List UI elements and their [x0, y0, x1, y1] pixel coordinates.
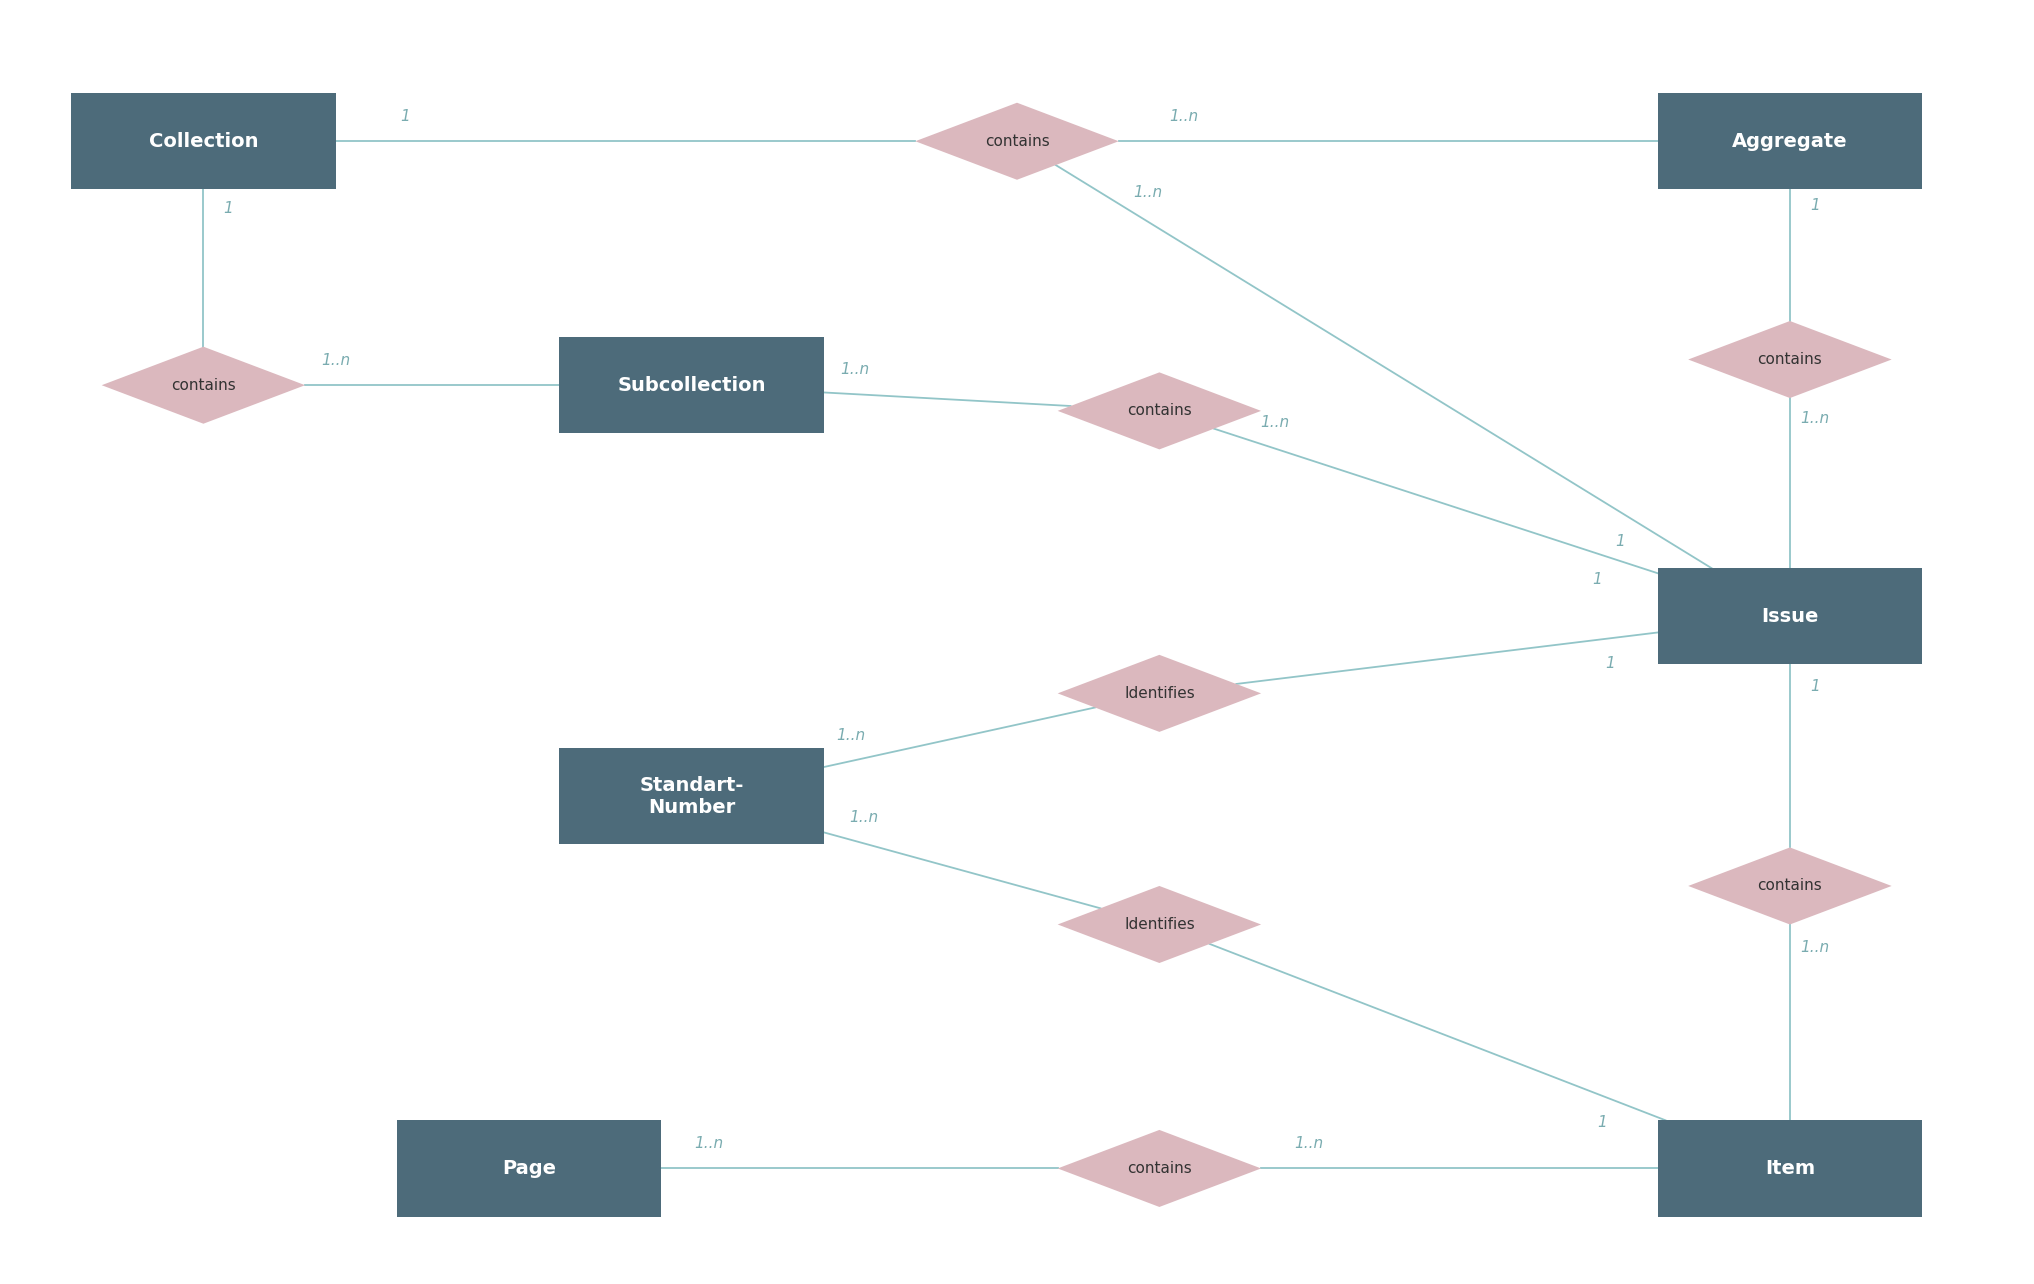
Text: 1..n: 1..n: [1261, 415, 1290, 430]
FancyBboxPatch shape: [559, 338, 824, 434]
Text: Subcollection: Subcollection: [616, 376, 767, 394]
Text: contains: contains: [171, 377, 236, 393]
Polygon shape: [915, 103, 1119, 180]
Text: Page: Page: [502, 1159, 555, 1177]
Text: 1..n: 1..n: [321, 353, 350, 367]
FancyBboxPatch shape: [397, 1120, 661, 1217]
Text: 1: 1: [224, 200, 234, 216]
Text: 1: 1: [401, 109, 411, 123]
Text: 1..n: 1..n: [1133, 185, 1161, 199]
Text: contains: contains: [984, 134, 1050, 149]
Text: 1..n: 1..n: [1294, 1136, 1324, 1150]
Text: 1: 1: [1605, 656, 1615, 672]
Polygon shape: [1058, 1130, 1261, 1207]
Text: 1: 1: [1810, 679, 1820, 693]
Text: Collection: Collection: [148, 132, 258, 150]
Text: 1: 1: [1593, 573, 1601, 587]
Text: Identifies: Identifies: [1125, 917, 1194, 932]
Polygon shape: [1058, 655, 1261, 732]
Text: 1..n: 1..n: [836, 728, 866, 743]
FancyBboxPatch shape: [1658, 94, 1922, 190]
FancyBboxPatch shape: [71, 94, 336, 190]
Text: Identifies: Identifies: [1125, 686, 1194, 701]
Text: contains: contains: [1757, 878, 1822, 894]
FancyBboxPatch shape: [1658, 1120, 1922, 1217]
Text: 1..n: 1..n: [1170, 109, 1198, 123]
Text: 1..n: 1..n: [1800, 411, 1829, 426]
Text: 1: 1: [1615, 534, 1625, 548]
Text: Standart-
Number: Standart- Number: [639, 776, 744, 817]
Text: Aggregate: Aggregate: [1733, 132, 1847, 150]
Polygon shape: [102, 347, 305, 424]
Text: 1..n: 1..n: [694, 1136, 724, 1150]
Text: Item: Item: [1766, 1159, 1814, 1177]
Text: contains: contains: [1127, 403, 1192, 419]
Polygon shape: [1058, 372, 1261, 449]
Polygon shape: [1688, 321, 1892, 398]
Text: 1..n: 1..n: [1800, 940, 1829, 955]
Text: 1..n: 1..n: [840, 362, 869, 376]
Text: 1: 1: [1810, 198, 1820, 213]
Polygon shape: [1688, 847, 1892, 924]
Text: contains: contains: [1127, 1161, 1192, 1176]
Text: contains: contains: [1757, 352, 1822, 367]
Text: 1..n: 1..n: [848, 810, 879, 824]
Text: Issue: Issue: [1761, 607, 1818, 625]
Polygon shape: [1058, 886, 1261, 963]
Text: 1: 1: [1597, 1115, 1607, 1130]
FancyBboxPatch shape: [1658, 568, 1922, 665]
FancyBboxPatch shape: [559, 747, 824, 845]
